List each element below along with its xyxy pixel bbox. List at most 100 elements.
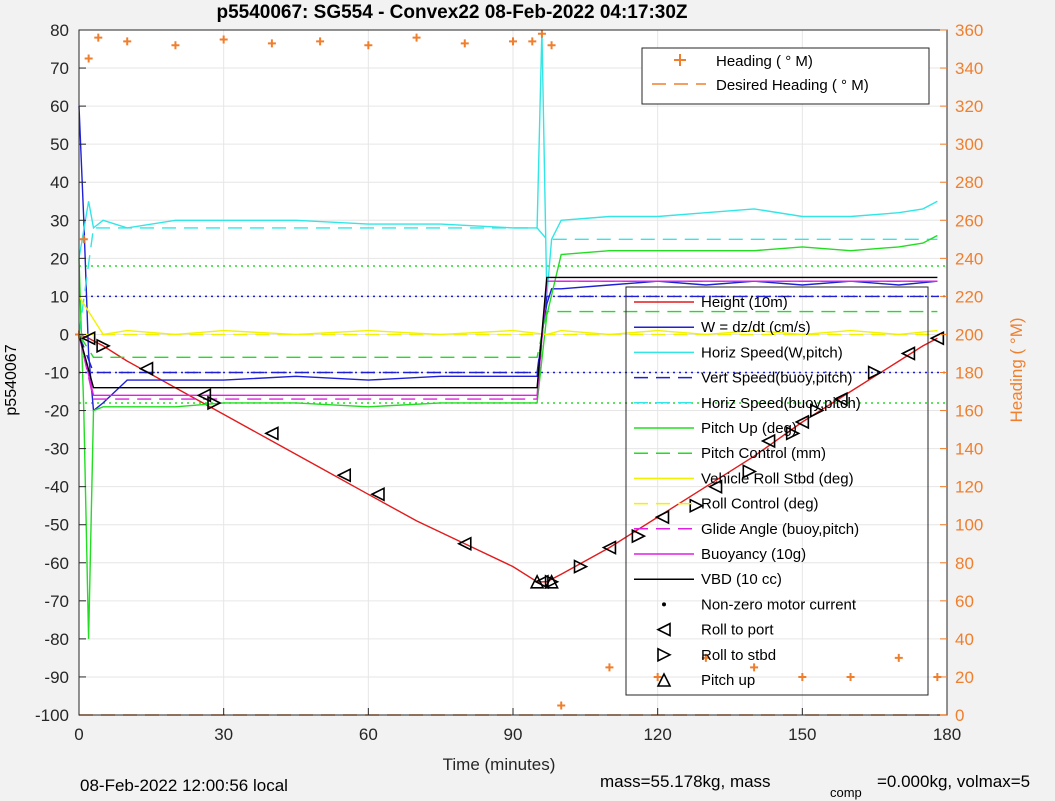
heading-point [557, 701, 566, 710]
y-tick-label: -50 [44, 516, 69, 535]
marker-roll-to-port [80, 330, 96, 346]
heading-point [412, 33, 421, 42]
y-tick-label: 50 [50, 135, 69, 154]
y-tick-label: 20 [50, 249, 69, 268]
y-tick-label: -70 [44, 592, 69, 611]
x-tick-label: 90 [504, 725, 523, 744]
legend-box [625, 286, 929, 696]
heading-point [79, 235, 88, 244]
heading-point [528, 37, 537, 46]
legend-label: Glide Angle (buoy,pitch) [701, 521, 859, 538]
y-tick-label: 0 [60, 325, 69, 344]
marker-roll-to-port [336, 467, 352, 483]
x-tick-label: 30 [214, 725, 233, 744]
series-pitch-up-deg [78, 234, 938, 639]
legend-label: Non-zero motor current [701, 596, 857, 613]
series-pitch-control-mm [78, 310, 938, 358]
x-tick-label: 180 [933, 725, 961, 744]
marker-roll-to-port [900, 346, 916, 361]
marker-roll-to-stbd [96, 338, 111, 354]
heading-point [750, 663, 759, 672]
marker-pitch-up [529, 574, 545, 589]
legend-symbol [657, 647, 672, 663]
legend-top-label: Desired Heading ( ° M) [716, 77, 869, 94]
marker-roll-to-port [760, 433, 776, 449]
legend-label: W = dz/dt (cm/s) [701, 319, 811, 336]
heading-point [653, 672, 662, 681]
x-tick-label: 0 [74, 725, 83, 744]
marker-roll-to-port [794, 414, 810, 430]
y2-tick-label: 80 [955, 554, 974, 573]
heading-point [460, 39, 469, 48]
marker-roll-to-stbd [573, 559, 589, 574]
y2-tick-label: 200 [955, 325, 983, 344]
marker-roll-to-port [370, 486, 385, 502]
legend-label: Vert Speed(buoy,pitch) [701, 370, 852, 387]
chart-title: p5540067: SG554 - Convex22 08-Feb-2022 0… [216, 2, 687, 23]
legend-label: Roll to stbd [701, 647, 776, 664]
legend-label: Buoyancy (10g) [701, 546, 806, 563]
y-tick-label: -60 [44, 554, 69, 573]
y-tick-label: -30 [44, 440, 69, 459]
marker-roll-to-port [196, 388, 212, 403]
y2-axis-label: Heading ( °M) [1007, 317, 1026, 422]
footer-local-time: 08-Feb-2022 12:00:56 local [80, 776, 288, 795]
series-vert-speed-buoy-pitch [78, 295, 938, 374]
y-tick-label: 70 [50, 59, 69, 78]
legend-label: Height (10m) [701, 294, 788, 311]
legend-label: Roll Control (deg) [701, 496, 819, 513]
y2-tick-label: 160 [955, 402, 983, 421]
heading-point [267, 39, 276, 48]
marker-roll-to-stbd [689, 498, 705, 513]
heading-point [364, 41, 373, 50]
series-vbd-10-cc [78, 276, 938, 389]
x-tick-label: 120 [643, 725, 671, 744]
series-horiz-speed-buoy-pitch [78, 227, 938, 335]
footer-comp-subscript: comp [830, 785, 862, 800]
marker-pitch-up [544, 574, 559, 589]
legend-top-box [641, 47, 930, 105]
marker-roll-to-port [833, 391, 848, 407]
heading-point [547, 41, 556, 50]
y2-tick-label: 120 [955, 478, 983, 497]
y-tick-label: 40 [50, 173, 69, 192]
y-tick-label: -90 [44, 668, 69, 687]
y-tick-label: 30 [50, 211, 69, 230]
y2-tick-label: 300 [955, 135, 983, 154]
marker-roll-to-port [138, 361, 154, 376]
y-tick-label: -100 [35, 706, 69, 725]
y2-tick-label: 100 [955, 516, 983, 535]
heading-point [123, 37, 132, 46]
heading-point [798, 672, 807, 681]
marker-layer [80, 330, 945, 590]
heading-point [605, 663, 614, 672]
marker-roll-to-stbd [631, 528, 647, 544]
series-buoyancy-10g [78, 280, 938, 396]
y2-tick-label: 140 [955, 440, 983, 459]
legend-symbol [656, 622, 671, 637]
heading-point [94, 33, 103, 42]
y-tick-label: -20 [44, 402, 69, 421]
heading-point [894, 653, 903, 662]
heading-point [509, 37, 517, 46]
y-tick-label: -40 [44, 478, 69, 497]
marker-roll-to-stbd [785, 426, 801, 441]
y2-tick-label: 240 [955, 249, 983, 268]
heading-point [316, 37, 325, 46]
marker-roll-to-port [264, 426, 279, 441]
heading-point [84, 54, 93, 63]
marker-roll-to-stbd [867, 365, 883, 380]
x-axis-ticks: 0 30 60 90 120 150 180 [74, 708, 961, 744]
legend-label: Horiz Speed(buoy,pitch) [701, 395, 861, 412]
legend-label: Pitch Control (mm) [701, 445, 826, 462]
footer-comp: =0.000kg, volmax=5 [877, 772, 1030, 791]
legend-label: Horiz Speed(W,pitch) [701, 344, 843, 361]
marker-roll-to-port [456, 536, 472, 552]
heading-point [846, 672, 855, 681]
legend: Height (10m) W = dz/dt (cm/s) Horiz Speed(… [625, 286, 929, 696]
y2-tick-label: 40 [955, 630, 974, 649]
marker-roll-to-stbd [207, 395, 222, 411]
y2-tick-label: 0 [955, 706, 964, 725]
y2-tick-label: 180 [955, 364, 983, 383]
